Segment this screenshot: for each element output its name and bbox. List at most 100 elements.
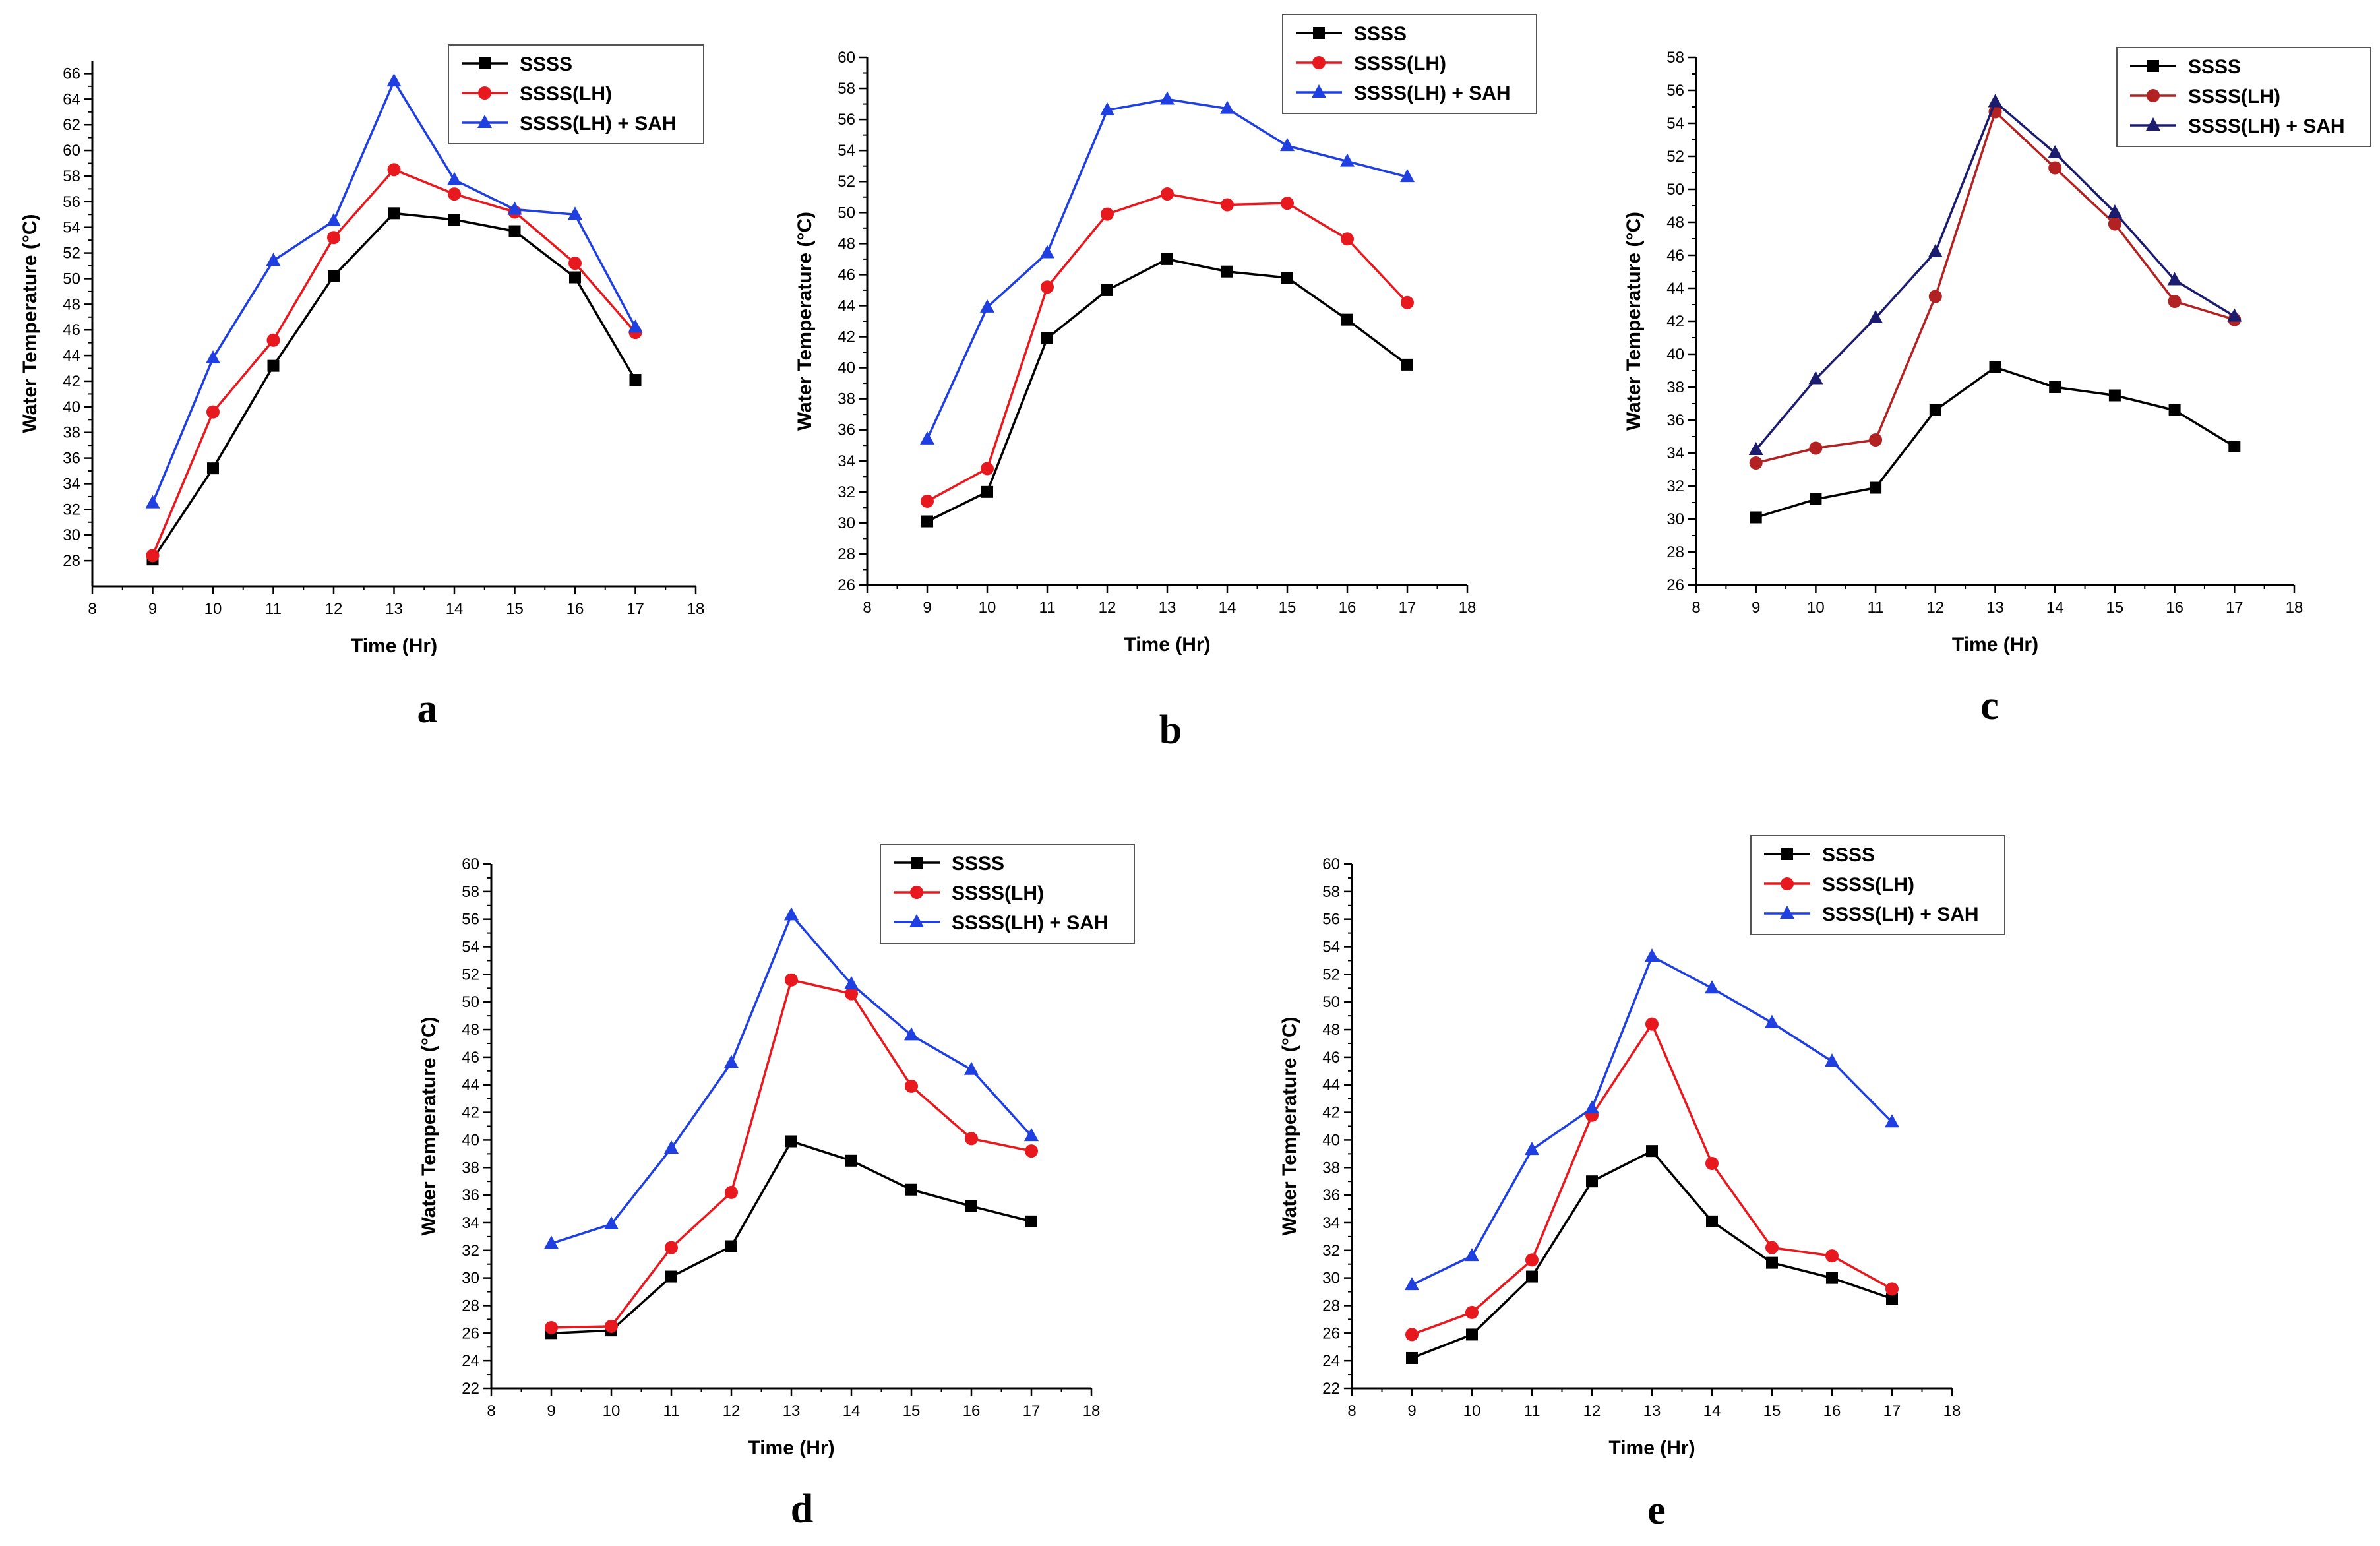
data-point [1041,280,1054,294]
legend-label: SSSS [1822,844,1875,866]
legend-label: SSSS(LH) + SAH [2188,115,2345,137]
data-point [921,515,933,528]
series-line-2 [1755,100,2236,451]
y-tick-label: 36 [838,421,855,439]
data-point [2228,441,2241,452]
data-point [664,1140,679,1154]
x-tick-label: 17 [1399,599,1417,617]
y-tick-label: 42 [1322,1104,1340,1122]
data-point [568,206,582,220]
data-point [605,1319,618,1333]
x-tick-label: 8 [1347,1402,1356,1420]
x-tick-label: 12 [325,600,343,618]
y-tick-label: 24 [462,1352,479,1370]
legend-label: SSSS [952,853,1004,875]
x-tick-label: 10 [603,1402,621,1420]
y-tick-label: 28 [462,1297,479,1314]
data-point [1280,138,1295,152]
y-tick-label: 48 [1666,214,1684,232]
data-point [1100,102,1114,115]
legend-marker [909,914,924,927]
legend-label: SSSS(LH) [1354,53,1446,75]
data-point [844,976,859,990]
y-tick-label: 48 [838,235,855,253]
series-line-1 [1755,109,2235,464]
x-tick-label: 10 [204,600,222,618]
y-axis-title: Water Temperature (°C) [19,214,41,433]
data-point [145,495,160,509]
y-tick-label: 64 [63,90,80,108]
data-point [845,1154,857,1167]
y-tick-label: 32 [1322,1242,1340,1260]
data-point [206,350,220,363]
y-tick-label: 56 [1666,82,1684,100]
data-point [207,462,219,475]
y-tick-label: 26 [1322,1324,1340,1342]
panel-label: c [1980,683,1999,728]
y-tick-label: 46 [838,266,855,284]
x-tick-label: 16 [566,600,584,618]
data-point [1406,1351,1418,1364]
x-tick-label: 8 [88,600,96,618]
data-point [1886,1293,1898,1305]
data-point [1766,1256,1778,1269]
data-point [1646,1145,1658,1158]
data-point [507,201,522,215]
x-axis-title: Time (Hr) [748,1437,834,1459]
data-point [2108,389,2121,402]
y-tick-label: 40 [838,359,855,377]
data-point [1868,310,1883,323]
legend-label: SSSS(LH) [1822,874,1914,896]
panel-label: d [791,1487,813,1531]
data-point [508,225,521,237]
data-point [1825,1249,1839,1263]
y-tick-label: 48 [1322,1021,1340,1039]
data-point [2167,272,2182,286]
y-tick-label: 54 [462,939,479,956]
data-point [785,1135,797,1148]
x-tick-label: 9 [1752,599,1760,617]
data-point [1808,371,1823,385]
series-line-1 [551,978,1032,1329]
y-tick-label: 62 [63,116,80,134]
y-tick-label: 32 [1666,478,1684,495]
data-point [1041,332,1053,344]
data-point [1401,295,1414,309]
data-point [629,374,642,386]
x-tick-label: 17 [626,600,644,618]
data-point [1281,272,1293,284]
y-tick-label: 56 [1322,911,1340,929]
series-line-2 [1411,954,1893,1286]
series-line-2 [926,98,1408,440]
y-tick-label: 30 [462,1270,479,1287]
x-tick-label: 11 [663,1402,680,1420]
chart-d: 8 9 10 11 12 13 14 15 16 17 18 22 24 26 28 30 32 34 36 38 40… [418,844,1135,1531]
x-tick-label: 8 [863,599,871,617]
y-tick-label: 46 [1666,247,1684,264]
y-tick-label: 36 [1666,412,1684,429]
y-tick-label: 40 [1322,1131,1340,1149]
data-point [920,431,934,445]
legend-label: SSSS(LH) + SAH [520,113,677,135]
data-point [785,973,798,987]
data-point [725,1185,738,1199]
y-tick-label: 42 [462,1104,479,1122]
y-tick-label: 42 [1666,313,1684,330]
x-tick-label: 9 [1407,1402,1416,1420]
panel-label: a [417,687,438,731]
x-tick-label: 10 [1807,599,1825,617]
legend-label: SSSS(LH) + SAH [1822,904,1979,925]
y-tick-label: 58 [1322,883,1340,901]
data-point [725,1240,737,1252]
y-tick-label: 60 [1322,855,1340,873]
y-tick-label: 54 [1666,115,1684,133]
data-point [2168,295,2182,308]
data-point [447,171,462,185]
y-tick-label: 60 [838,49,855,67]
y-tick-label: 40 [1666,346,1684,363]
y-tick-label: 54 [1322,939,1340,956]
y-tick-label: 30 [1666,510,1684,528]
data-point [1928,244,1943,257]
data-point [1928,290,1942,303]
y-tick-label: 42 [63,373,80,390]
